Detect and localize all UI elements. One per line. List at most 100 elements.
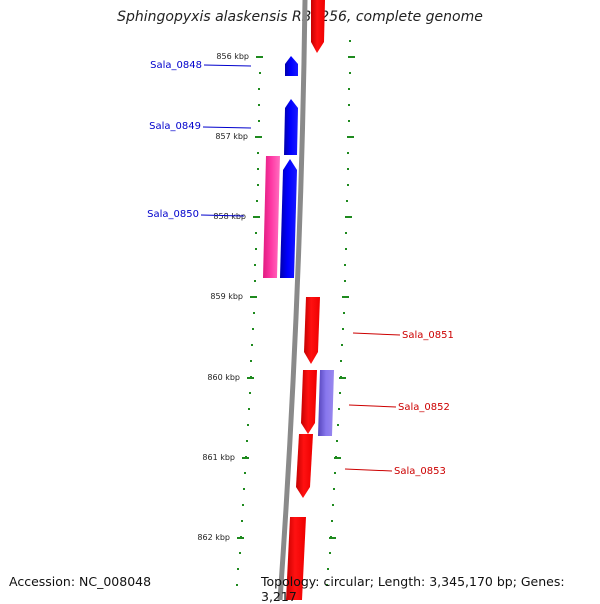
tick-right: [333, 488, 335, 490]
gene-arrow-bottom[interactable]: [286, 517, 306, 600]
tick-right: [348, 104, 350, 106]
tick-left: [258, 104, 260, 106]
major-tick-left: [242, 457, 249, 459]
gene-label-sala-0852[interactable]: Sala_0852: [398, 402, 450, 413]
tick-right: [347, 152, 349, 154]
tick-left: [254, 280, 256, 282]
tick-right: [331, 520, 333, 522]
tick-right: [336, 440, 338, 442]
tick-right: [338, 408, 340, 410]
genome-backbone: [277, 0, 308, 600]
scale-label: 858 kbp: [213, 212, 246, 221]
tick-left: [248, 408, 250, 410]
tick-left: [258, 88, 260, 90]
feature-bar-sala-0852[interactable]: [318, 370, 334, 436]
tick-right: [344, 264, 346, 266]
tick-right: [326, 584, 328, 586]
tick-left: [259, 72, 261, 74]
scale-label: 860 kbp: [207, 373, 240, 382]
tick-right: [339, 392, 341, 394]
major-tick-right: [339, 377, 346, 379]
tick-left: [258, 120, 260, 122]
scale-label: 856 kbp: [216, 52, 249, 61]
tick-right: [329, 552, 331, 554]
forward-strand-features: [263, 56, 298, 278]
gene-label-sala-0849[interactable]: Sala_0849: [149, 121, 201, 132]
tick-left: [242, 504, 244, 506]
tick-right: [337, 424, 339, 426]
scale-label: 862 kbp: [197, 533, 230, 542]
accession-label: Accession: NC_008048: [9, 574, 152, 589]
gene-label-sala-0850[interactable]: Sala_0850: [147, 209, 199, 220]
major-tick-left: [253, 216, 260, 218]
tick-right: [344, 280, 346, 282]
tick-left: [243, 488, 245, 490]
tick-left: [257, 152, 259, 154]
tick-left: [254, 264, 256, 266]
scale-label: 861 kbp: [202, 453, 235, 462]
major-tick-left: [250, 296, 257, 298]
gene-arrow-top[interactable]: [311, 0, 325, 53]
tick-right: [345, 232, 347, 234]
major-tick-left: [255, 136, 262, 138]
tick-left: [256, 200, 258, 202]
tick-right: [348, 120, 350, 122]
gene-labels: Sala_0848 Sala_0849 Sala_0850 Sala_0851 …: [147, 60, 454, 477]
major-tick-right: [334, 457, 341, 459]
tick-left: [255, 232, 257, 234]
tick-right: [341, 344, 343, 346]
tick-right: [349, 40, 351, 42]
tick-left: [257, 168, 259, 170]
tick-right: [340, 360, 342, 362]
gene-label-sala-0851[interactable]: Sala_0851: [402, 330, 454, 341]
scale-label: 859 kbp: [210, 292, 243, 301]
tick-left: [239, 552, 241, 554]
major-tick-right: [342, 296, 349, 298]
tick-left: [251, 344, 253, 346]
tick-left: [250, 360, 252, 362]
tick-left: [247, 424, 249, 426]
tick-left: [257, 184, 259, 186]
tick-right: [347, 168, 349, 170]
tick-right: [349, 72, 351, 74]
gene-label-sala-0848[interactable]: Sala_0848: [150, 60, 202, 71]
tick-right: [332, 504, 334, 506]
reverse-strand-features: [286, 0, 334, 600]
tick-right: [347, 184, 349, 186]
gene-arrow-sala-0852[interactable]: [301, 370, 317, 434]
tick-left: [237, 568, 239, 570]
gene-arrow-sala-0850[interactable]: [280, 159, 297, 278]
tick-left: [253, 312, 255, 314]
scale-label: 857 kbp: [215, 132, 248, 141]
tick-right: [345, 248, 347, 250]
tick-right: [342, 328, 344, 330]
gene-arrow-sala-0851[interactable]: [304, 297, 320, 364]
gene-arrow-sala-0849[interactable]: [284, 99, 298, 155]
tick-left: [244, 472, 246, 474]
map-title: Sphingopyxis alaskensis RB2256, complete…: [117, 9, 483, 25]
tick-left: [252, 328, 254, 330]
tick-right: [327, 568, 329, 570]
gene-label-sala-0853[interactable]: Sala_0853: [394, 466, 446, 477]
major-tick-left: [237, 537, 244, 539]
gene-arrow-sala-0848[interactable]: [285, 56, 298, 76]
tick-right: [348, 88, 350, 90]
tick-left: [246, 440, 248, 442]
major-tick-left: [256, 56, 263, 58]
tick-left: [241, 520, 243, 522]
feature-bar-sala-0850[interactable]: [263, 156, 280, 278]
major-tick-right: [329, 537, 336, 539]
tick-right: [334, 472, 336, 474]
gene-arrow-sala-0853[interactable]: [296, 434, 313, 498]
scale-group: 856 kbp 857 kbp 858 kbp 859 kbp 860 kbp 861 k…: [197, 52, 249, 542]
major-tick-left: [247, 377, 254, 379]
tick-left: [249, 392, 251, 394]
major-tick-right: [345, 216, 352, 218]
tick-group: [236, 40, 355, 586]
major-tick-right: [347, 136, 354, 138]
tick-right: [346, 200, 348, 202]
tick-left: [236, 584, 238, 586]
major-tick-right: [348, 56, 355, 58]
tick-left: [255, 248, 257, 250]
